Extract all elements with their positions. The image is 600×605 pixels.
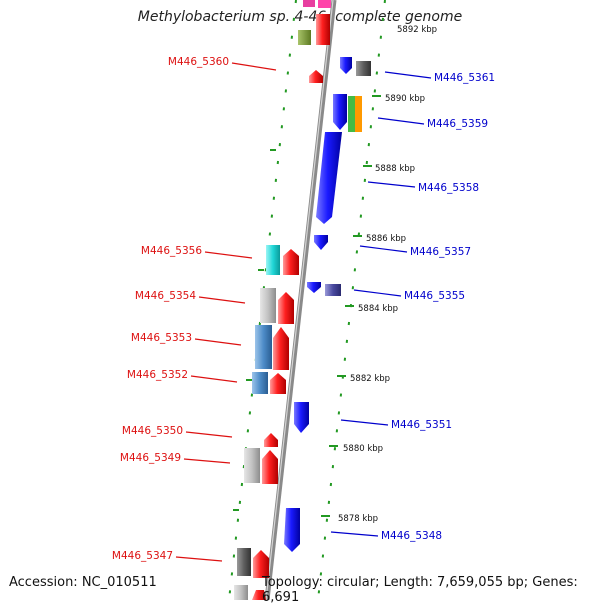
gene-feature — [348, 96, 355, 132]
genome-summary-text: Topology: circular; Length: 7,659,055 bp… — [262, 575, 578, 605]
gene-feature — [298, 30, 311, 45]
gene-feature — [252, 590, 266, 600]
gene-feature — [264, 433, 278, 447]
gene-feature — [333, 94, 347, 130]
gene-feature — [309, 70, 323, 83]
gene-feature — [253, 550, 269, 578]
scale-label: 5890 kbp — [385, 94, 425, 104]
gene-feature — [237, 548, 251, 576]
gene-feature — [316, 14, 330, 45]
gene-feature — [294, 402, 309, 433]
gene-feature — [325, 284, 341, 296]
gene-feature — [262, 450, 278, 484]
right-features — [284, 57, 371, 552]
scale-label: 5888 kbp — [375, 164, 415, 174]
gene-feature — [255, 325, 272, 369]
gene-feature — [318, 0, 331, 8]
scale-label: 5882 kbp — [350, 374, 390, 384]
gene-label-M446-5352[interactable]: M446_5352 — [127, 369, 188, 381]
gene-feature — [234, 585, 248, 600]
gene-feature — [273, 327, 289, 370]
scale-labels: 5892 kbp 5890 kbp 5888 kbp 5886 kbp 5884… — [338, 25, 437, 524]
gene-label-M446-5347[interactable]: M446_5347 — [112, 550, 173, 562]
gene-label-M446-5357[interactable]: M446_5357 — [410, 246, 471, 258]
gene-label-M446-5348[interactable]: M446_5348 — [381, 530, 442, 542]
accession-text: Accession: NC_010511 — [9, 575, 157, 590]
gene-feature — [307, 282, 321, 293]
genome-backbone — [264, 0, 337, 600]
gene-feature — [278, 292, 294, 324]
gene-feature — [252, 372, 268, 394]
gene-label-M446-5353[interactable]: M446_5353 — [131, 332, 192, 344]
gene-label-M446-5354[interactable]: M446_5354 — [135, 290, 196, 302]
gene-label-M446-5358[interactable]: M446_5358 — [418, 182, 479, 194]
gene-feature — [284, 508, 300, 552]
diagram-title: Methylobacterium sp. 4-46, complete geno… — [137, 9, 463, 25]
gene-label-M446-5351[interactable]: M446_5351 — [391, 419, 452, 431]
gene-label-M446-5360[interactable]: M446_5360 — [168, 56, 229, 68]
scale-ticks — [233, 95, 381, 517]
gene-feature — [303, 0, 315, 7]
scale-label: 5892 kbp — [397, 25, 437, 35]
gene-label-M446-5356[interactable]: M446_5356 — [141, 245, 202, 257]
gene-feature — [244, 448, 260, 483]
gene-feature — [266, 245, 280, 275]
gene-label-M446-5349[interactable]: M446_5349 — [120, 452, 181, 464]
scale-label: 5880 kbp — [343, 444, 383, 454]
gene-feature — [356, 61, 371, 76]
scale-label: 5878 kbp — [338, 514, 378, 524]
scale-label: 5884 kbp — [358, 304, 398, 314]
right-ruler — [317, 0, 386, 600]
scale-label: 5886 kbp — [366, 234, 406, 244]
gene-feature — [260, 288, 276, 323]
gene-feature — [316, 132, 342, 224]
gene-label-M446-5350[interactable]: M446_5350 — [122, 425, 183, 437]
gene-label-M446-5355[interactable]: M446_5355 — [404, 290, 465, 302]
left-gene-labels: M446_5360 M446_5356 M446_5354 M446_5353 … — [112, 56, 277, 562]
left-features — [234, 0, 331, 600]
gene-feature — [270, 373, 286, 394]
gene-label-M446-5361[interactable]: M446_5361 — [434, 72, 495, 84]
gene-feature — [283, 249, 299, 275]
right-gene-labels: M446_5361 M446_5359 M446_5358 M446_5357 … — [330, 71, 495, 542]
gene-feature — [314, 235, 328, 250]
gene-feature — [340, 57, 352, 74]
gene-label-M446-5359[interactable]: M446_5359 — [427, 118, 488, 130]
gene-feature — [355, 96, 362, 132]
